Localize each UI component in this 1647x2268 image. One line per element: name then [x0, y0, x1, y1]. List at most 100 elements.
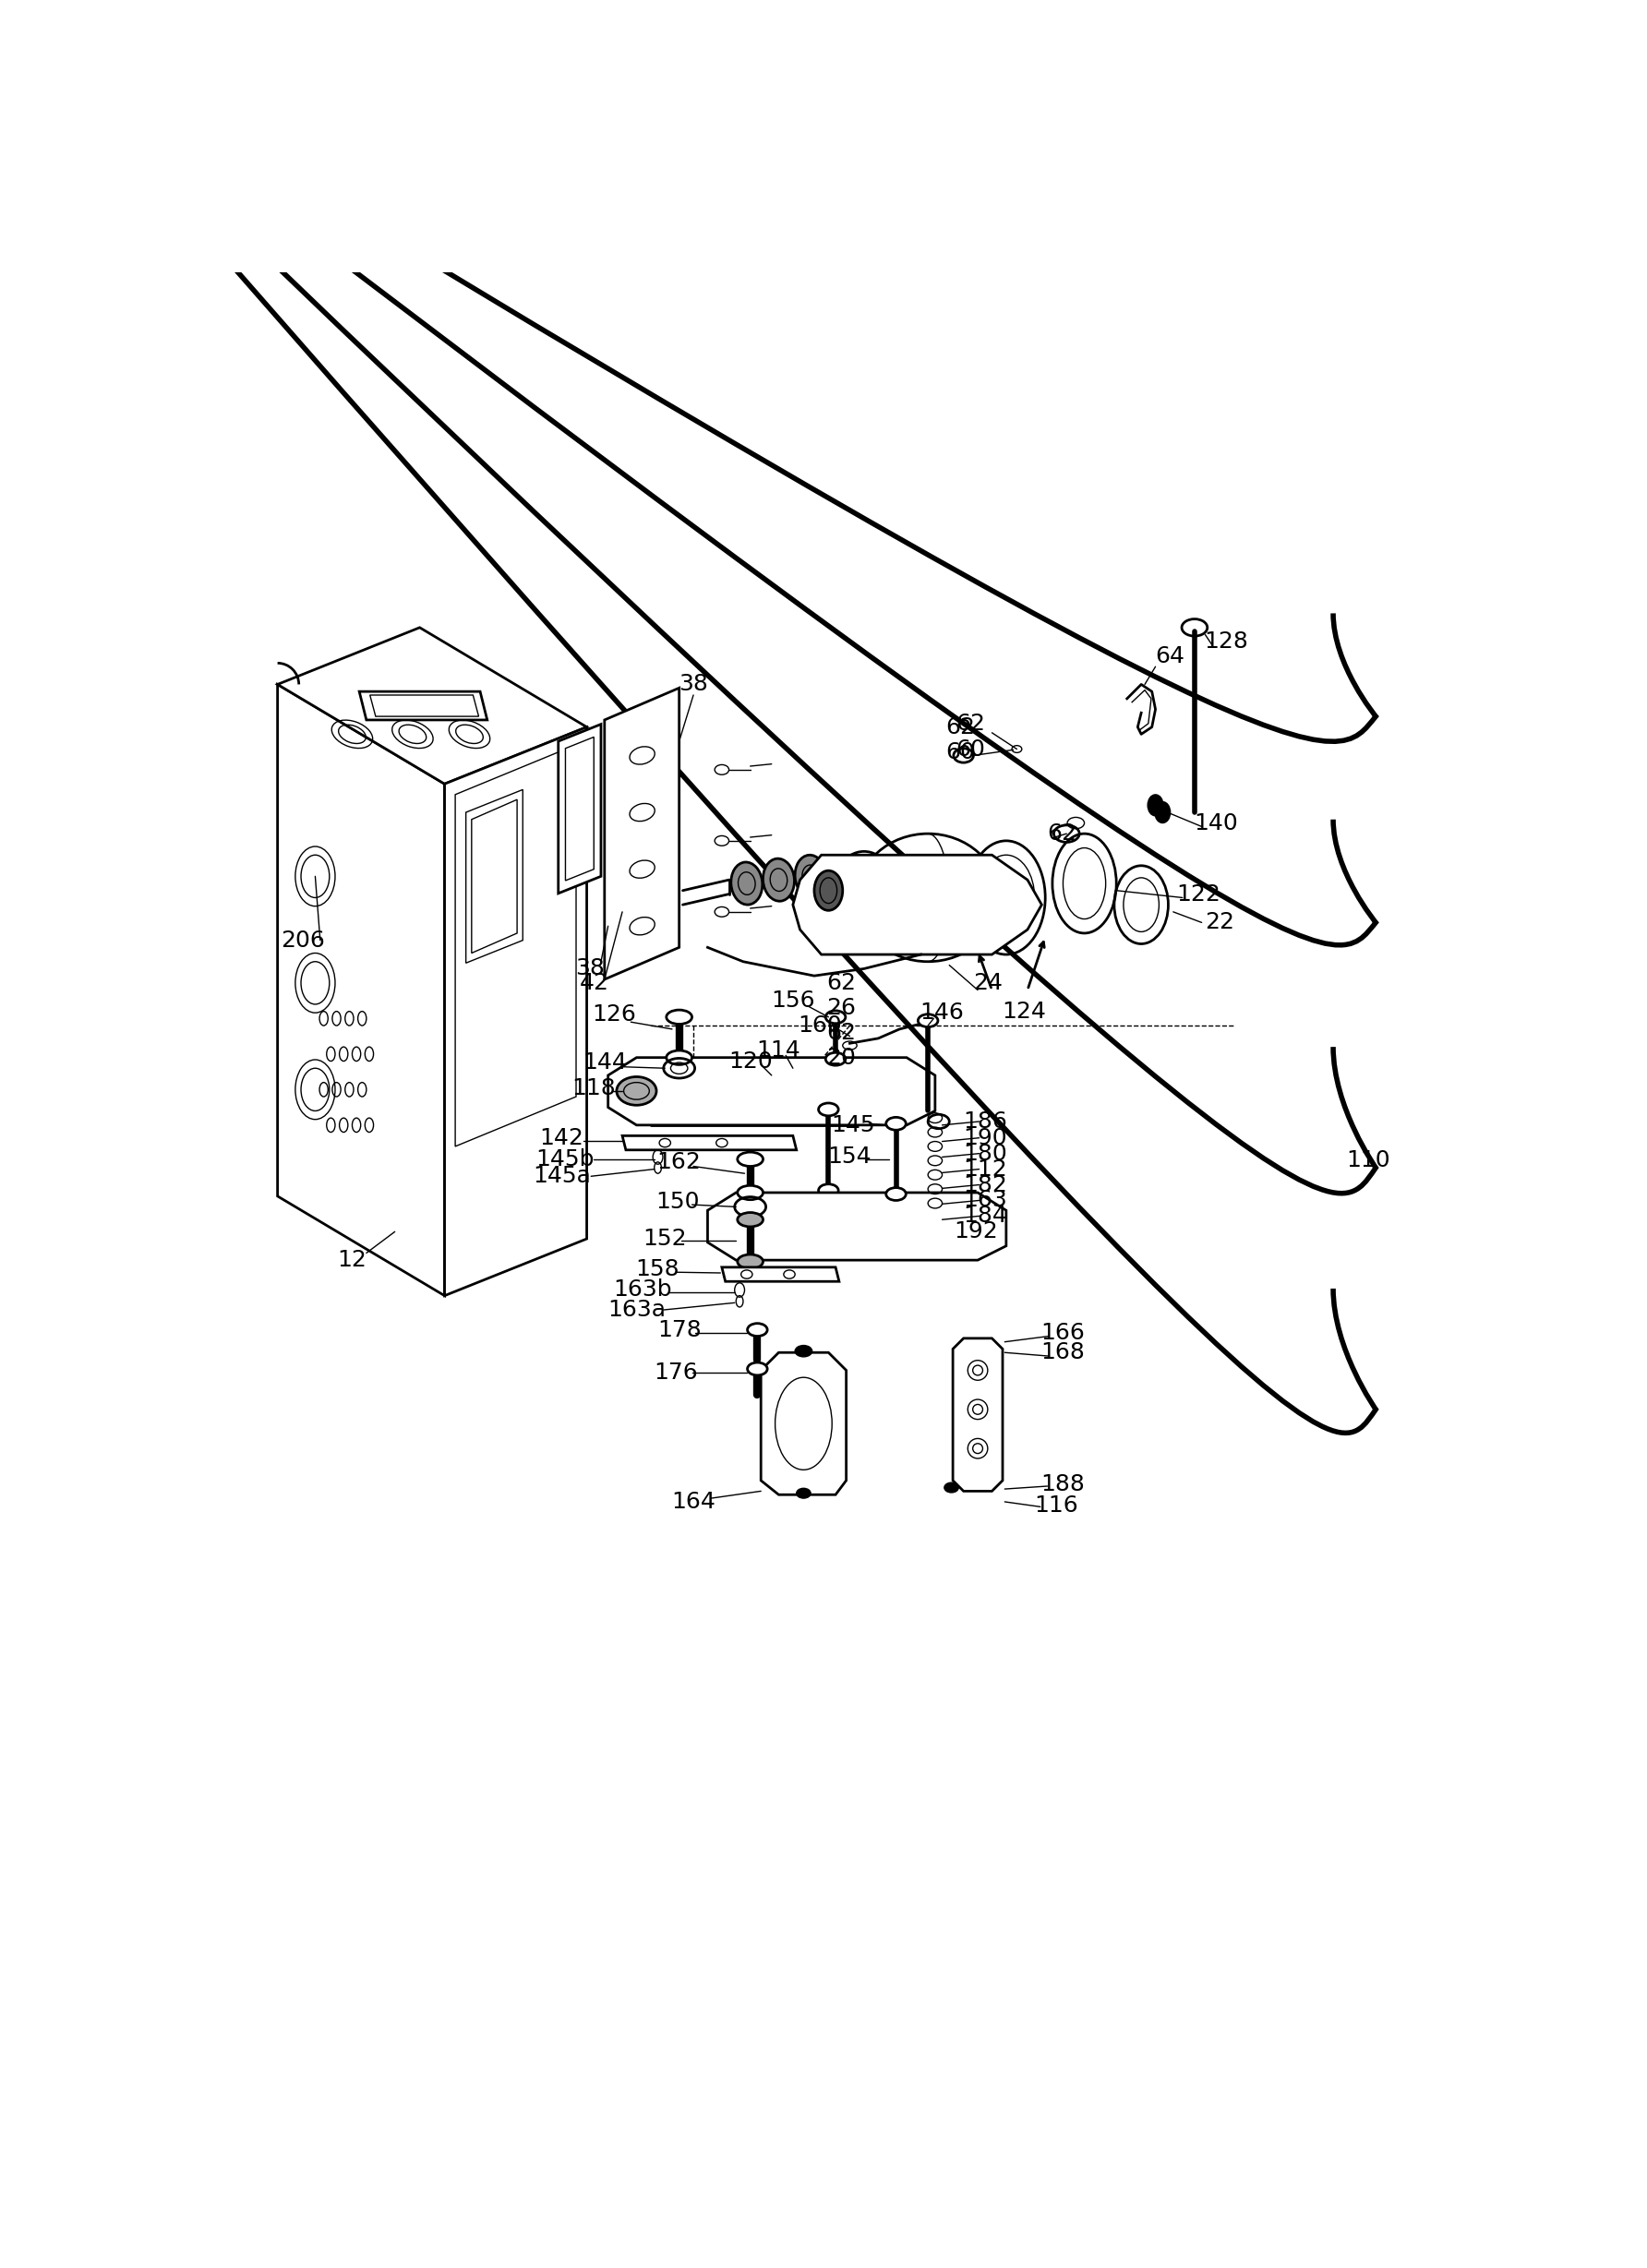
Ellipse shape: [825, 1052, 845, 1066]
Text: 154: 154: [828, 1145, 871, 1168]
Text: 164: 164: [672, 1490, 715, 1513]
Polygon shape: [708, 1193, 1006, 1261]
Ellipse shape: [667, 1050, 692, 1064]
Polygon shape: [623, 1136, 797, 1150]
Polygon shape: [792, 855, 1041, 955]
Ellipse shape: [738, 1213, 763, 1227]
Text: 188: 188: [1041, 1472, 1085, 1495]
Polygon shape: [371, 694, 479, 717]
Ellipse shape: [797, 1488, 810, 1499]
Ellipse shape: [886, 1188, 906, 1200]
Text: 116: 116: [1034, 1495, 1079, 1517]
Ellipse shape: [748, 1363, 768, 1374]
Polygon shape: [278, 628, 586, 785]
Text: 180: 180: [963, 1143, 1006, 1163]
Ellipse shape: [1156, 803, 1169, 823]
Text: 118: 118: [572, 1077, 616, 1100]
Text: 145a: 145a: [534, 1166, 591, 1188]
Polygon shape: [278, 685, 445, 1295]
Ellipse shape: [763, 860, 794, 900]
Text: 114: 114: [756, 1039, 800, 1061]
Polygon shape: [721, 1268, 838, 1281]
Text: 62: 62: [945, 717, 975, 737]
Ellipse shape: [738, 1152, 763, 1166]
Polygon shape: [445, 728, 586, 1295]
Ellipse shape: [667, 1009, 692, 1025]
Ellipse shape: [796, 855, 827, 898]
Text: 24: 24: [973, 973, 1003, 993]
Text: 142: 142: [540, 1127, 585, 1150]
Ellipse shape: [819, 1184, 838, 1198]
Ellipse shape: [748, 1325, 768, 1336]
Text: 166: 166: [1041, 1322, 1085, 1343]
Text: 128: 128: [1204, 631, 1248, 653]
Polygon shape: [604, 687, 679, 980]
Ellipse shape: [738, 1254, 763, 1268]
Text: 176: 176: [654, 1361, 698, 1383]
Text: 62: 62: [955, 712, 985, 735]
Ellipse shape: [738, 1186, 763, 1200]
Ellipse shape: [731, 862, 763, 905]
Polygon shape: [558, 723, 601, 894]
Text: 152: 152: [642, 1227, 687, 1250]
Text: 62: 62: [827, 973, 856, 993]
Text: 64: 64: [1155, 644, 1184, 667]
Text: 110: 110: [1347, 1150, 1390, 1173]
Text: 126: 126: [591, 1005, 636, 1025]
Text: 146: 146: [921, 1002, 963, 1023]
Text: 206: 206: [282, 930, 324, 950]
Text: 156: 156: [771, 989, 815, 1012]
Text: 38: 38: [679, 674, 708, 696]
Polygon shape: [954, 1338, 1003, 1490]
Text: 145: 145: [832, 1114, 875, 1136]
Text: 120: 120: [728, 1050, 772, 1073]
Ellipse shape: [819, 1102, 838, 1116]
Text: 124: 124: [1001, 1000, 1046, 1023]
Text: 38: 38: [575, 957, 604, 980]
Polygon shape: [466, 789, 522, 964]
Text: 60: 60: [955, 739, 985, 760]
Text: 62: 62: [827, 1021, 856, 1043]
Text: 162: 162: [657, 1150, 702, 1173]
Polygon shape: [565, 737, 595, 880]
Ellipse shape: [814, 871, 843, 909]
Text: 20: 20: [827, 1046, 856, 1068]
Text: 184: 184: [963, 1204, 1006, 1227]
Ellipse shape: [616, 1077, 657, 1105]
Ellipse shape: [886, 1118, 906, 1129]
Text: 163b: 163b: [613, 1279, 672, 1302]
Text: 42: 42: [580, 973, 609, 993]
Polygon shape: [359, 692, 488, 719]
Text: 186: 186: [963, 1111, 1006, 1132]
Polygon shape: [761, 1352, 847, 1495]
Ellipse shape: [796, 1345, 812, 1356]
Text: 182: 182: [963, 1175, 1006, 1195]
Text: 163: 163: [963, 1188, 1006, 1211]
Text: 160: 160: [797, 1014, 842, 1036]
Text: 190: 190: [963, 1127, 1006, 1150]
Ellipse shape: [1148, 796, 1163, 814]
Text: 140: 140: [1194, 812, 1239, 835]
Text: 62: 62: [1047, 823, 1077, 844]
Text: 150: 150: [656, 1191, 700, 1213]
Ellipse shape: [858, 864, 873, 873]
Text: 60: 60: [945, 742, 975, 762]
Text: 26: 26: [827, 996, 856, 1018]
Polygon shape: [471, 801, 517, 953]
Text: 178: 178: [657, 1318, 702, 1340]
Polygon shape: [455, 744, 576, 1145]
Text: 168: 168: [1041, 1340, 1085, 1363]
Text: 22: 22: [1204, 912, 1234, 934]
Text: 163a: 163a: [608, 1300, 665, 1320]
Text: 122: 122: [1176, 882, 1220, 905]
Text: 192: 192: [954, 1220, 998, 1243]
Text: 158: 158: [636, 1259, 680, 1281]
Polygon shape: [608, 1057, 935, 1125]
Text: 145b: 145b: [537, 1148, 595, 1170]
Ellipse shape: [944, 1483, 959, 1492]
Ellipse shape: [825, 1012, 845, 1023]
Ellipse shape: [917, 1014, 937, 1027]
Text: 112: 112: [963, 1159, 1006, 1179]
Text: 12: 12: [338, 1250, 367, 1270]
Text: 144: 144: [583, 1052, 626, 1073]
